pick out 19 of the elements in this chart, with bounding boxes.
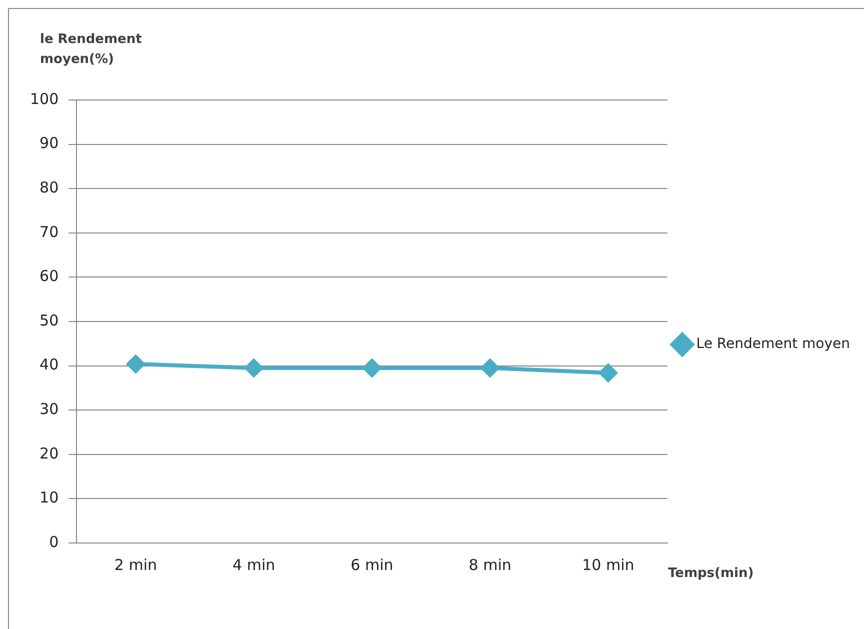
y-tick-label: 0 <box>49 532 59 551</box>
y-tick-label: 90 <box>40 134 59 152</box>
y-tick-label: 20 <box>40 444 59 462</box>
x-axis-title: Temps(min) <box>668 566 754 581</box>
y-tick-label: 70 <box>40 222 59 241</box>
y-tick-label: 60 <box>40 267 59 286</box>
x-tick-label: 4 min <box>232 556 276 574</box>
y-tick-label: 10 <box>40 488 59 507</box>
y-tick-label: 30 <box>40 400 59 418</box>
y-tick-label: 80 <box>40 178 59 196</box>
x-tick-label: 8 min <box>468 556 512 574</box>
y-tick-label: 100 <box>30 90 59 108</box>
x-tick-label: 6 min <box>350 556 394 574</box>
y-tick-label: 50 <box>40 311 59 330</box>
x-tick-label: 2 min <box>114 556 157 574</box>
legend-label: Le Rendement moyen <box>696 336 850 352</box>
y-tick-label: 40 <box>40 356 59 374</box>
y-axis-title: le Rendement moyen(%) <box>40 31 142 69</box>
x-tick-label: 10 min <box>582 556 634 574</box>
